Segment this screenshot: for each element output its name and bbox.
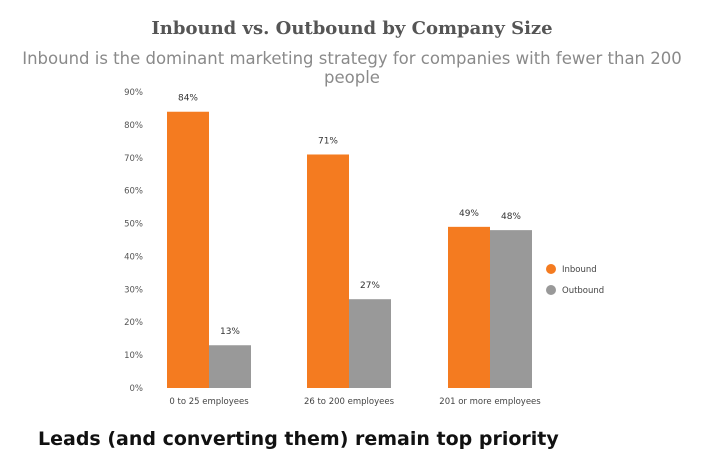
chart-subtitle: Inbound is the dominant marketing strate… (22, 49, 682, 87)
legend-swatch-inbound (546, 264, 556, 274)
y-tick-label: 90% (124, 88, 143, 98)
bar-chart: 0% 10% 20% 30% 40% 50% 60% 70% 80% 90% 84% 71% 49% 13… (124, 88, 604, 407)
y-tick-label: 80% (124, 121, 143, 131)
bar-inbound (167, 111, 209, 388)
data-label: 48% (501, 212, 521, 222)
y-tick-label: 50% (124, 220, 143, 230)
x-tick-label: 0 to 25 employees (169, 397, 249, 407)
bar-outbound (209, 345, 251, 388)
data-label: 71% (318, 136, 338, 146)
y-tick-label: 40% (124, 252, 143, 262)
legend-label-outbound: Outbound (562, 286, 604, 296)
y-tick-label: 20% (124, 318, 143, 328)
y-tick-label: 10% (124, 351, 143, 361)
y-tick-label: 70% (124, 154, 143, 164)
bar-outbound (490, 230, 532, 388)
chart-title: Inbound vs. Outbound by Company Size (151, 18, 553, 39)
data-label: 49% (459, 209, 479, 219)
legend-swatch-outbound (546, 285, 556, 295)
data-label: 13% (220, 327, 240, 337)
legend-label-inbound: Inbound (562, 265, 597, 275)
data-label: 27% (360, 281, 380, 291)
bar-outbound (349, 299, 391, 388)
bar-inbound (307, 154, 349, 388)
bar-inbound (448, 226, 490, 388)
section-heading: Leads (and converting them) remain top p… (38, 428, 559, 450)
y-tick-label: 0% (130, 384, 144, 394)
x-tick-label: 26 to 200 employees (304, 397, 395, 407)
x-tick-label: 201 or more employees (439, 397, 541, 407)
y-tick-label: 30% (124, 285, 143, 295)
data-label: 84% (178, 94, 198, 104)
y-tick-label: 60% (124, 187, 143, 197)
